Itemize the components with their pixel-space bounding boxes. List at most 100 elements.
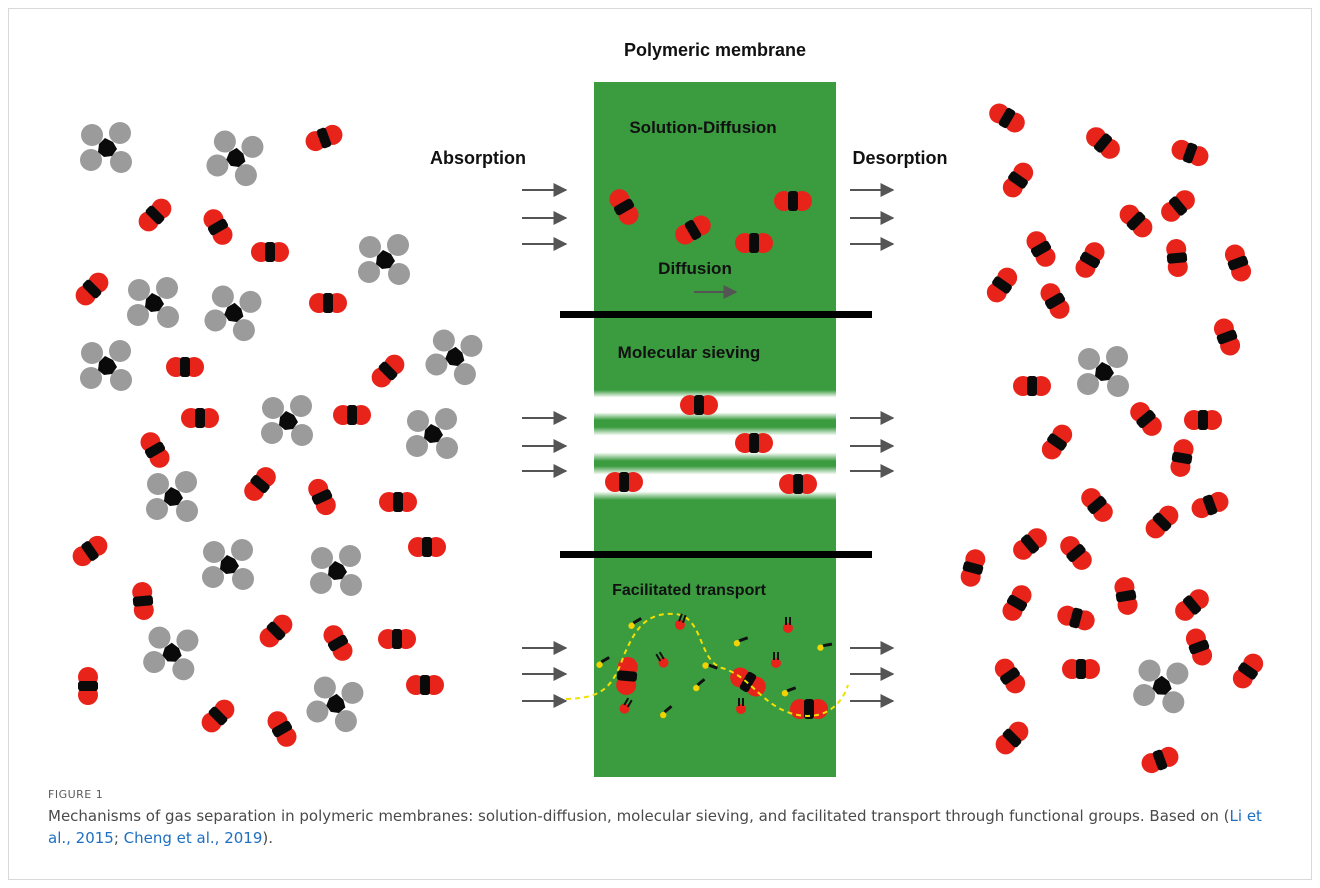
co2-molecule (1232, 653, 1264, 689)
desorption-label: Desorption (852, 148, 947, 168)
gas-molecules (72, 103, 1264, 774)
figure-number: FIGURE 1 (48, 788, 104, 801)
co2-molecule (994, 658, 1026, 694)
co2-molecule (609, 189, 639, 225)
ch4-molecule (425, 329, 483, 386)
carrier-group (660, 705, 673, 719)
co2-molecule (1026, 231, 1056, 267)
carrier-group (674, 613, 687, 630)
co2-molecule (1062, 659, 1100, 679)
co2-molecule (406, 675, 444, 695)
co2-molecule (1175, 589, 1209, 621)
co2-molecule (1213, 318, 1241, 356)
co2-molecule (309, 293, 347, 313)
co2-molecule (1114, 577, 1138, 615)
co2-molecule (251, 242, 289, 262)
co2-molecule (989, 103, 1025, 133)
co2-molecule (305, 124, 343, 152)
co2-molecule (1057, 605, 1095, 631)
co2-molecule (1081, 488, 1113, 522)
absorption-label: Absorption (430, 148, 526, 168)
carrier-group (693, 678, 706, 692)
co2-molecule (166, 357, 204, 377)
carrier-pathway (565, 612, 849, 717)
co2-molecule (1170, 439, 1194, 477)
co2-molecule (408, 537, 446, 557)
caption-text: Mechanisms of gas separation in polymeri… (48, 807, 1262, 847)
flux-arrows (522, 183, 895, 708)
figure-caption: FIGURE 1 Mechanisms of gas separation in… (48, 788, 1278, 849)
co2-molecule (960, 549, 986, 587)
co2-molecule (986, 267, 1018, 303)
molecular-sieving-label: Molecular sieving (618, 343, 761, 362)
co2-molecule (78, 667, 98, 705)
co2-molecule (735, 233, 773, 253)
ch4-molecule (127, 277, 179, 328)
co2-molecule (1002, 585, 1032, 621)
ch4-molecule (143, 626, 199, 681)
co2-molecule (1119, 204, 1153, 238)
carrier-group (817, 642, 833, 651)
facilitated-carriers (565, 612, 849, 719)
co2-molecule (378, 629, 416, 649)
co2-molecule (774, 191, 812, 211)
co2-molecule (72, 535, 108, 567)
ch4-molecule (261, 395, 313, 446)
co2-molecule (1191, 491, 1229, 519)
carrier-group (783, 617, 793, 633)
ch4-molecule (1133, 659, 1189, 714)
co2-molecule (203, 209, 233, 245)
co2-molecule (1185, 628, 1213, 666)
co2-molecule (605, 472, 643, 492)
co2-molecule (1184, 410, 1222, 430)
co2-molecule (1013, 528, 1047, 560)
section-divider (560, 311, 872, 318)
co2-molecule (1041, 424, 1073, 460)
co2-molecule (1171, 139, 1209, 167)
membrane-title: Polymeric membrane (624, 40, 806, 60)
pore-channel (594, 427, 836, 461)
ch4-molecule (310, 545, 362, 596)
co2-molecule (1086, 127, 1120, 159)
gas-separation-diagram: Polymeric membrane Absorption Desorption… (72, 40, 1264, 777)
co2-molecule (371, 354, 405, 388)
reference-link[interactable]: Cheng et al., 2019 (123, 829, 263, 847)
carrier-group (702, 662, 718, 670)
carrier-group (619, 697, 633, 714)
co2-molecule (790, 699, 828, 719)
co2-molecule (1002, 162, 1034, 198)
ch4-molecule (206, 130, 264, 187)
co2-molecule (140, 432, 170, 468)
co2-molecule (1075, 242, 1105, 278)
ch4-molecule (146, 471, 198, 522)
ch4-molecule (406, 408, 458, 459)
carrier-group (736, 698, 746, 714)
co2-molecule (1166, 239, 1188, 277)
co2-molecule (379, 492, 417, 512)
co2-molecule (132, 582, 154, 620)
co2-molecule (995, 721, 1029, 755)
co2-molecule (201, 699, 235, 733)
section-divider (560, 551, 872, 558)
carrier-group (771, 652, 781, 668)
co2-molecule (1161, 190, 1195, 222)
solution-diffusion-label: Solution-Diffusion (629, 118, 776, 137)
co2-molecule (680, 395, 718, 415)
ch4-molecule (204, 285, 262, 342)
co2-molecule (779, 474, 817, 494)
co2-molecule (333, 405, 371, 425)
co2-molecule (616, 657, 638, 695)
co2-molecule (75, 272, 109, 306)
co2-molecule (1141, 746, 1179, 774)
facilitated-transport-label: Facilitated transport (612, 582, 766, 599)
co2-molecule (308, 478, 336, 516)
ch4-molecule (80, 122, 132, 173)
carrier-group (655, 651, 669, 668)
co2-molecule (244, 467, 276, 501)
co2-molecule (267, 711, 297, 747)
co2-molecule (735, 433, 773, 453)
ch4-molecule (202, 539, 254, 590)
carrier-group (781, 686, 797, 697)
co2-molecule (1145, 505, 1179, 539)
reference-link[interactable]: Li et al., 2015 (48, 807, 1262, 847)
